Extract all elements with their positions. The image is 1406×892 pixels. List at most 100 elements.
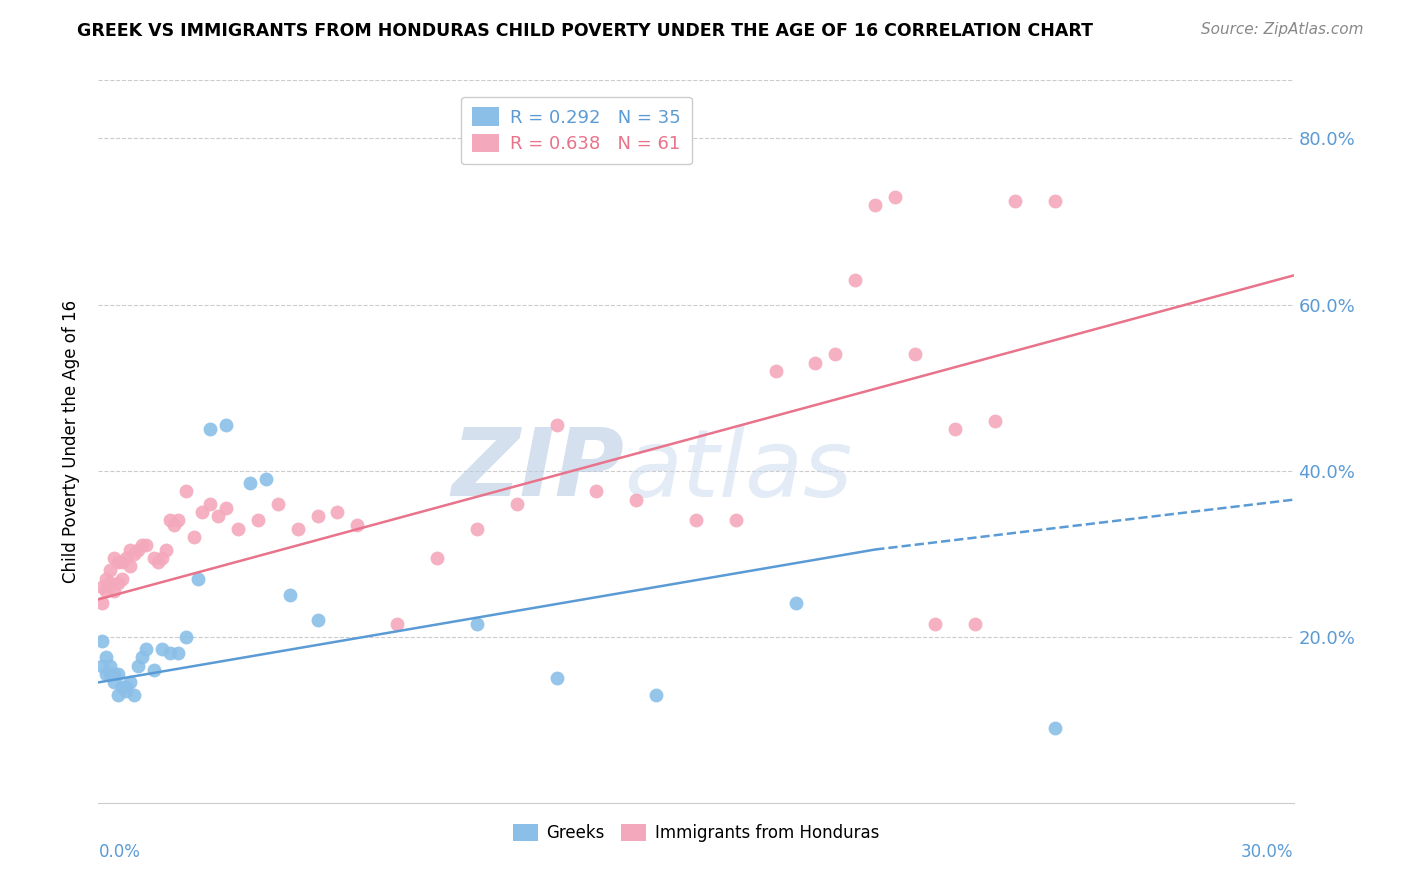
Point [115,683,138,698]
Point [96,650,118,665]
Point [131,650,153,665]
Point [685,513,707,527]
Point [143,663,166,677]
Point [174,630,197,644]
Point [239,476,262,491]
Point [107,555,129,569]
Point [385,617,409,632]
Point [1004,194,1026,208]
Point [111,572,134,586]
Point [91,658,114,673]
Point [159,513,181,527]
Text: 0.0%: 0.0% [98,843,141,861]
Point [120,542,142,557]
Point [120,675,142,690]
Point [546,671,568,685]
Legend: Greeks, Immigrants from Honduras: Greeks, Immigrants from Honduras [506,817,886,848]
Point [465,617,488,632]
Point [131,538,153,552]
Point [96,584,118,599]
Text: atlas: atlas [624,425,852,516]
Point [111,555,134,569]
Point [215,500,238,515]
Point [159,646,181,660]
Point [765,364,787,378]
Point [103,675,125,690]
Point [155,542,177,557]
Point [984,414,1007,428]
Point [191,505,214,519]
Point [546,417,568,432]
Point [904,347,927,361]
Point [167,646,190,660]
Point [724,513,747,527]
Point [91,597,114,611]
Point [120,559,142,574]
Text: Source: ZipAtlas.com: Source: ZipAtlas.com [1201,22,1364,37]
Point [187,572,209,586]
Point [107,667,129,681]
Point [585,484,607,499]
Point [924,617,946,632]
Point [174,484,197,499]
Point [426,550,449,565]
Point [135,538,157,552]
Point [1043,721,1066,735]
Point [103,667,125,681]
Point [143,550,166,565]
Point [111,680,134,694]
Point [254,472,277,486]
Point [148,555,170,569]
Point [844,272,866,286]
Point [98,658,122,673]
Point [943,422,966,436]
Point [1043,194,1066,208]
Point [804,356,827,370]
Point [226,522,249,536]
Point [96,572,118,586]
Point [98,563,122,577]
Point [626,492,648,507]
Text: GREEK VS IMMIGRANTS FROM HONDURAS CHILD POVERTY UNDER THE AGE OF 16 CORRELATION : GREEK VS IMMIGRANTS FROM HONDURAS CHILD … [77,22,1094,40]
Point [96,667,118,681]
Point [198,422,221,436]
Point [645,688,668,702]
Point [824,347,846,361]
Point [115,680,138,694]
Point [307,509,329,524]
Point [91,633,114,648]
Point [150,642,173,657]
Point [115,550,138,565]
Point [865,198,887,212]
Point [107,688,129,702]
Point [91,580,114,594]
Point [785,597,807,611]
Point [198,497,221,511]
Point [167,513,190,527]
Point [135,642,157,657]
Point [278,588,301,602]
Point [465,522,488,536]
Text: 30.0%: 30.0% [1241,843,1294,861]
Point [103,550,125,565]
Point [346,517,368,532]
Point [127,658,149,673]
Point [506,497,529,511]
Point [215,417,238,432]
Point [163,517,186,532]
Point [207,509,229,524]
Point [98,667,122,681]
Point [884,189,907,203]
Point [246,513,269,527]
Point [107,575,129,590]
Point [124,547,146,561]
Point [103,584,125,599]
Point [98,575,122,590]
Point [124,688,146,702]
Point [287,522,309,536]
Text: ZIP: ZIP [451,425,624,516]
Point [150,550,173,565]
Point [127,542,149,557]
Point [307,613,329,627]
Point [183,530,205,544]
